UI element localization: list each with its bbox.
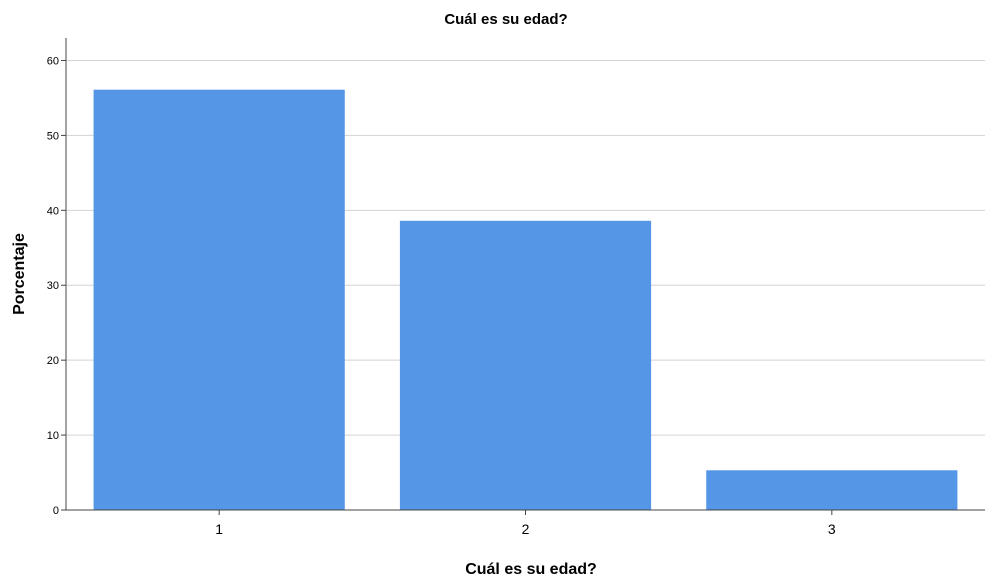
y-tick-labels: 0 10 20 30 40 50 60	[47, 55, 59, 517]
bar-3	[706, 470, 958, 510]
y-axis-title: Porcentaje	[11, 233, 28, 315]
chart-title: Cuál es su edad?	[444, 11, 567, 28]
x-tick-label: 3	[828, 521, 836, 537]
bars	[93, 89, 958, 511]
bar-2	[399, 220, 652, 511]
x-tick-label: 2	[522, 521, 530, 537]
bar-1	[93, 89, 345, 510]
y-tick-label: 0	[53, 505, 59, 517]
y-tick-label: 10	[47, 430, 59, 442]
y-tick-label: 30	[47, 280, 59, 292]
x-tick-label: 1	[215, 521, 223, 537]
y-tick-label: 60	[47, 55, 59, 67]
y-tick-label: 50	[47, 130, 59, 142]
x-tick-labels: 1 2 3	[215, 510, 836, 537]
y-tick-label: 20	[47, 355, 59, 367]
x-axis-title: Cuál es su edad?	[465, 561, 597, 578]
y-tick-label: 40	[47, 205, 59, 217]
